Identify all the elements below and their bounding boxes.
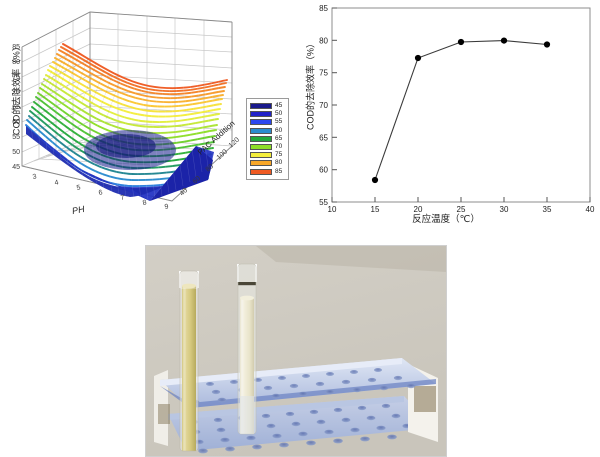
svg-text:40: 40 [586,205,595,214]
legend-swatch [250,103,272,110]
legend-label: 75 [275,151,283,159]
legend-swatch [250,127,272,134]
y-tick-labels: 55 60 65 70 75 80 85 [319,4,328,207]
svg-text:20: 20 [414,205,423,214]
svg-text:30: 30 [500,205,509,214]
svg-text:15: 15 [371,205,380,214]
test-tube-right [237,263,257,435]
surface-y-axis-label: COD的去除效率（%） [11,41,22,136]
legend-label: 65 [275,134,283,142]
surface-y-ticks: 85 80 75 70 65 60 55 50 45 [12,44,20,171]
svg-text:5: 5 [76,184,81,192]
tube-marking-line [238,282,256,286]
line-chart-figure: 55 60 65 70 75 80 85 10 15 20 25 30 35 4… [292,0,600,232]
legend-label: 50 [275,110,283,118]
rack-upper [160,358,436,408]
legend-item: 65 [250,135,285,143]
svg-text:6: 6 [98,189,103,197]
svg-text:40: 40 [179,187,190,197]
svg-text:35: 35 [543,205,552,214]
legend-item: 75 [250,151,285,159]
line-chart-canvas: 55 60 65 70 75 80 85 10 15 20 25 30 35 4… [319,4,595,214]
x-tick-marks [331,197,591,202]
svg-text:3: 3 [32,173,37,181]
plot-frame [331,7,591,203]
svg-text:8: 8 [142,199,147,207]
legend-swatch [250,119,272,126]
svg-text:75: 75 [12,74,20,81]
svg-text:75: 75 [319,69,328,78]
svg-text:85: 85 [12,44,20,51]
legend-swatch [250,144,272,151]
laboratory-photo [145,245,447,457]
svg-text:60: 60 [192,175,203,185]
wall-shadow [256,246,446,272]
photo-content [146,246,446,456]
legend-item: 45 [250,102,285,110]
legend-label: 55 [275,118,283,126]
svg-text:50: 50 [12,149,20,156]
svg-text:55: 55 [319,198,328,207]
rack-left-opening [158,404,170,424]
legend-item: 70 [250,143,285,151]
legend-label: 70 [275,143,283,151]
surface-colour-legend: 45 50 55 60 65 70 75 80 [246,98,289,180]
svg-text:70: 70 [319,101,328,110]
line-chart-x-axis-label: 反应温度（℃） [412,214,480,225]
surface-plot-figure: 85 80 75 70 65 60 55 50 45 3 4 5 6 7 8 9… [0,0,292,232]
svg-text:65: 65 [319,133,328,142]
svg-text:60: 60 [319,166,328,175]
svg-text:4: 4 [54,179,59,187]
svg-text:60: 60 [12,119,20,126]
legend-swatch [250,152,272,159]
legend-item: 85 [250,168,285,176]
rack-right-opening [414,386,436,412]
svg-text:80: 80 [319,36,328,45]
svg-text:80: 80 [12,59,20,66]
legend-swatch [250,135,272,142]
legend-label: 80 [275,159,283,167]
response-surface-mesh [25,43,229,201]
test-tube-left [179,270,199,452]
axis-frame [21,11,233,202]
legend-label: 60 [275,126,283,134]
svg-text:7: 7 [120,194,125,202]
legend-item: 50 [250,110,285,118]
x-tick-labels: 10 15 20 25 30 35 40 [328,205,595,214]
rack-upper-edge [160,379,436,408]
legend-label: 45 [275,102,283,110]
rack-lower [168,396,434,454]
legend-item: 80 [250,159,285,167]
svg-text:55: 55 [12,134,20,141]
legend-swatch [250,160,272,167]
legend-label: 85 [275,167,283,175]
svg-text:9: 9 [164,203,169,211]
svg-text:65: 65 [12,104,20,111]
svg-text:25: 25 [457,205,466,214]
surface-x-ticks: 3 4 5 6 7 8 9 [32,173,169,211]
legend-item: 60 [250,127,285,135]
surface-plot-canvas: 85 80 75 70 65 60 55 50 45 3 4 5 6 7 8 9… [12,11,241,211]
svg-text:85: 85 [319,4,328,13]
y-tick-marks [332,7,337,203]
legend-swatch [250,168,272,175]
line-chart-y-axis-label: COD的去除效率（%） [305,39,316,131]
svg-text:80: 80 [205,163,216,173]
svg-text:10: 10 [328,205,337,214]
legend-item: 55 [250,118,285,126]
data-point-markers [371,37,551,184]
legend-swatch [250,111,272,118]
svg-text:45: 45 [12,164,20,171]
svg-text:70: 70 [12,89,20,96]
